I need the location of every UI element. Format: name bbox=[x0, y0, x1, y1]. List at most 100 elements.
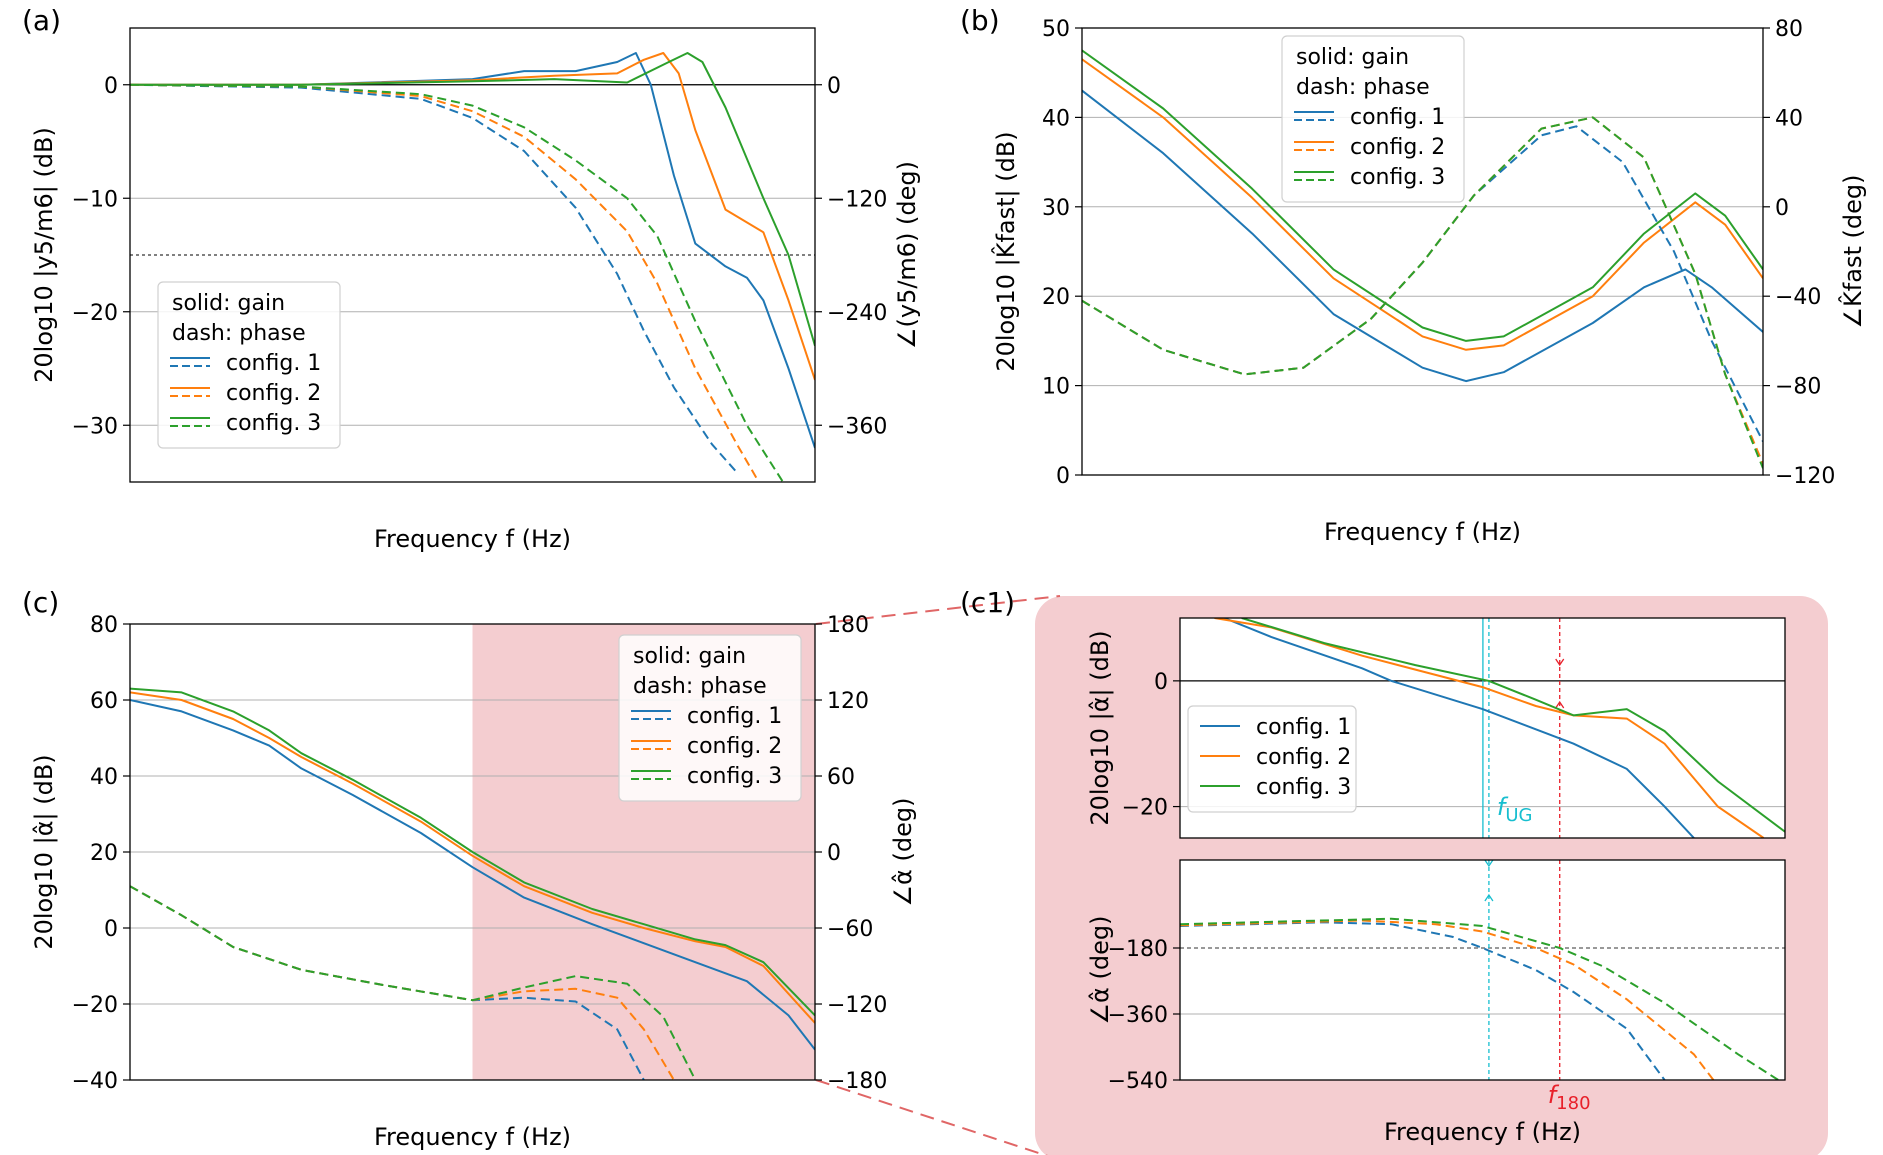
panel-c-tick-label-right: 60 bbox=[827, 765, 855, 790]
c1-tick-label-top: 0 bbox=[1154, 670, 1168, 695]
panel-b-tick-label-left: 20 bbox=[1042, 285, 1070, 310]
panel-a-series-gain-2 bbox=[130, 52, 815, 381]
panel-c-tick-label-left: −20 bbox=[72, 993, 118, 1018]
panel-c-tick-label-left: −40 bbox=[72, 1069, 118, 1094]
panel-a-label: (a) bbox=[22, 4, 61, 37]
panel-b-ylabel-left: 20log10 |K̂fast| (dB) bbox=[992, 131, 1020, 371]
panel-c-ylabel-right: ∠α̂ (deg) bbox=[889, 798, 917, 907]
panel-b-tick-label-left: 40 bbox=[1042, 106, 1070, 131]
panel-a: 0 −10 −20 −30 0 −120 −240 −360 Frequency f (Hz) 2… bbox=[22, 4, 921, 553]
panel-b: 0 10 20 30 40 50 −120 −80 −40 0 40 80 Frequency f (H… bbox=[960, 4, 1867, 546]
panel-c-tick-label-right: 120 bbox=[827, 689, 869, 714]
panel-c-frame bbox=[129, 623, 816, 1081]
panel-b-legend-header: dash: phase bbox=[1296, 75, 1430, 100]
panel-b-legend-entry: config. 2 bbox=[1350, 135, 1445, 160]
panel-b-tick-label-right: −80 bbox=[1775, 375, 1821, 400]
panel-b-legend-box bbox=[1281, 35, 1465, 203]
c1-series-phase-3 bbox=[1180, 917, 1779, 1080]
panel-c-legend-entry: config. 3 bbox=[687, 764, 782, 789]
panel-a-tick-label-left: 0 bbox=[104, 74, 118, 99]
c1-tick-label-top: −20 bbox=[1122, 796, 1168, 821]
panel-c-tick-label-left: 20 bbox=[90, 841, 118, 866]
c1-phase-plot-bg bbox=[1180, 860, 1785, 1080]
panel-b-tick-label-right: 0 bbox=[1775, 196, 1789, 221]
panel-b-ylabel-right: ∠K̂fast (deg) bbox=[1839, 175, 1867, 329]
c1-annotation-arrow bbox=[1484, 893, 1494, 902]
c1-legend-entry: config. 1 bbox=[1256, 715, 1351, 740]
panel-b-label: (b) bbox=[960, 4, 1000, 37]
c1-series-gain-1 bbox=[1223, 618, 1695, 838]
panel-a-frame bbox=[129, 27, 816, 483]
panel-c-series-gain-3 bbox=[130, 687, 815, 1017]
panel-a-tick-label-right: −120 bbox=[827, 187, 887, 212]
panel-c-tick-label-right: −120 bbox=[827, 993, 887, 1018]
panel-c-tick-label-right: −60 bbox=[827, 917, 873, 942]
panel-c-xlabel: Frequency f (Hz) bbox=[374, 1123, 571, 1151]
c1-xlabel: Frequency f (Hz) bbox=[1384, 1118, 1581, 1146]
panel-a-ylabel-right: ∠(y5/m6) (deg) bbox=[893, 161, 921, 349]
panel-a-xlabel: Frequency f (Hz) bbox=[374, 525, 571, 553]
panel-b-series-gain-2 bbox=[1082, 58, 1763, 351]
panel-b-tick-label-right: −120 bbox=[1775, 464, 1835, 489]
c1-tick-label-bottom: −180 bbox=[1108, 937, 1168, 962]
zoom-connector-top bbox=[815, 595, 1061, 625]
panel-b-tick-label-left: 10 bbox=[1042, 375, 1070, 400]
panel-b-tick-label-right: 40 bbox=[1775, 106, 1803, 131]
panel-c-series-gain-1 bbox=[130, 699, 815, 1051]
panel-b-series-gain-3 bbox=[1082, 49, 1763, 342]
panel-b-frame bbox=[1081, 27, 1764, 476]
panel-a-series-gain-1 bbox=[130, 52, 815, 449]
panel-c-series-phase-3 bbox=[130, 885, 697, 1080]
panel-c-tick-label-left: 60 bbox=[90, 689, 118, 714]
c1-ylabel-bottom: ∠α̂ (deg) bbox=[1086, 916, 1114, 1025]
panel-a-tick-label-right: −240 bbox=[827, 301, 887, 326]
panel-b-tick-label-right: −40 bbox=[1775, 285, 1821, 310]
c1-tick-label-bottom: −360 bbox=[1108, 1003, 1168, 1028]
panel-b-tick-label-left: 30 bbox=[1042, 196, 1070, 221]
panel-c-legend-box bbox=[618, 634, 802, 802]
c1-annotation-arrow bbox=[1555, 658, 1565, 667]
c1-series-phase-1 bbox=[1180, 921, 1666, 1080]
panel-a-tick-label-right: 0 bbox=[827, 74, 841, 99]
c1-legend-entry: config. 2 bbox=[1256, 745, 1351, 770]
panel-c-legend-header: solid: gain bbox=[633, 644, 746, 669]
panel-a-series-phase-2 bbox=[130, 83, 760, 482]
panel-b-legend-entry: config. 1 bbox=[1350, 105, 1445, 130]
panel-a-legend-header: dash: phase bbox=[172, 321, 306, 346]
panel-a-series-phase-1 bbox=[130, 83, 738, 474]
panel-a-legend-header: solid: gain bbox=[172, 291, 285, 316]
panel-c-ylabel-left: 20log10 |α̂| (dB) bbox=[30, 754, 58, 949]
panel-c-tick-label-right: 180 bbox=[827, 613, 869, 638]
c1-series-phase-2 bbox=[1180, 919, 1715, 1080]
panel-b-xlabel: Frequency f (Hz) bbox=[1324, 518, 1521, 546]
c1-tick-label-bottom: −540 bbox=[1108, 1069, 1168, 1094]
panel-a-tick-label-right: −360 bbox=[827, 414, 887, 439]
panel-b-legend-header: solid: gain bbox=[1296, 45, 1409, 70]
panel-a-tick-label-left: −10 bbox=[72, 187, 118, 212]
panel-a-legend-entry: config. 3 bbox=[226, 411, 321, 436]
panel-c-label: (c) bbox=[22, 586, 59, 619]
panel-c-tick-label-left: 80 bbox=[90, 613, 118, 638]
c1-series-gain-3 bbox=[1241, 618, 1785, 833]
panel-c: −40 −20 0 20 40 60 80 −180 −120 −60 0 60 120 180 Frequ… bbox=[22, 586, 917, 1151]
panel-a-series-phase-3 bbox=[130, 83, 784, 482]
panel-c-legend-entry: config. 2 bbox=[687, 734, 782, 759]
panel-b-tick-label-left: 0 bbox=[1056, 464, 1070, 489]
panel-a-legend-entry: config. 1 bbox=[226, 351, 321, 376]
c1-legend-entry: config. 3 bbox=[1256, 775, 1351, 800]
c1-annotation-arrow bbox=[1555, 700, 1565, 709]
c1-phase-frame bbox=[1179, 859, 1786, 1081]
c1-annotation-arrow bbox=[1484, 859, 1494, 868]
panel-c-legend-header: dash: phase bbox=[633, 674, 767, 699]
panel-b-series-gain-1 bbox=[1082, 89, 1763, 383]
panel-a-legend-box bbox=[157, 281, 341, 449]
panel-c-tick-label-left: 0 bbox=[104, 917, 118, 942]
c1-gain-frame bbox=[1179, 617, 1786, 839]
panel-b-series-phase-3 bbox=[1082, 116, 1763, 469]
panel-c-tick-label-right: 0 bbox=[827, 841, 841, 866]
panel-b-tick-label-right: 80 bbox=[1775, 17, 1803, 42]
panel-a-tick-label-left: −30 bbox=[72, 414, 118, 439]
panel-a-legend-entry: config. 2 bbox=[226, 381, 321, 406]
